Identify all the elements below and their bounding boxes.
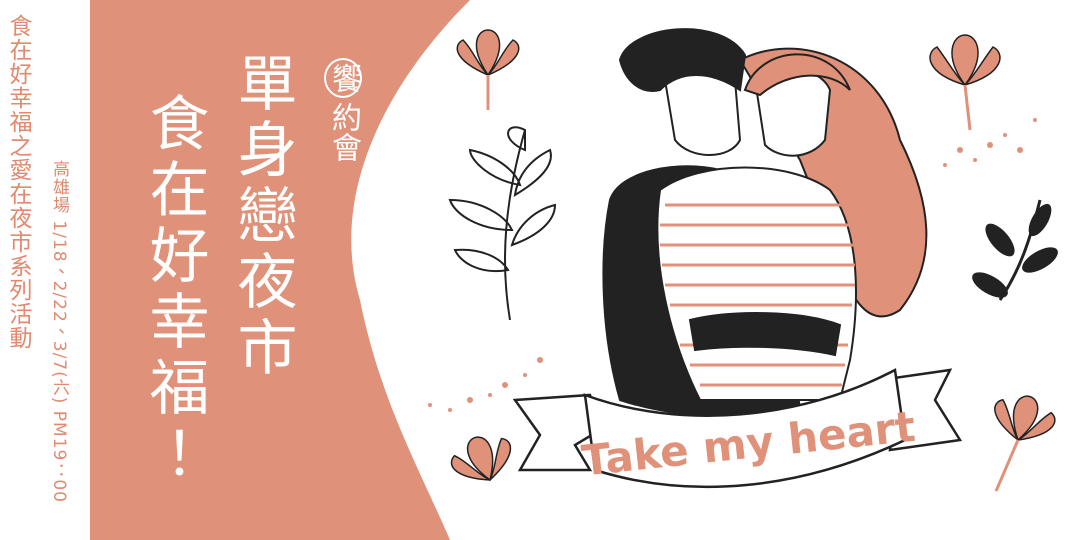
brand: 饗約會 <box>324 58 362 162</box>
leaf-branch <box>448 126 557 321</box>
headline: 單身戀夜市 <box>227 52 297 382</box>
event-info: 高雄場 1/18、2/22、3/7(六) PM19：00 <box>49 160 69 503</box>
couple <box>602 28 928 418</box>
flowers <box>450 29 1056 492</box>
black-leaves <box>972 199 1058 301</box>
ribbon <box>512 368 963 489</box>
dots <box>428 118 1037 412</box>
salmon-panel <box>90 0 470 540</box>
brand-rest: 約會 <box>326 102 361 162</box>
brand-badge: 饗 <box>324 58 362 98</box>
headline: 食在好幸福！ <box>139 92 209 488</box>
series-title: 食在好幸福之愛在夜市系列活動 <box>5 14 31 350</box>
